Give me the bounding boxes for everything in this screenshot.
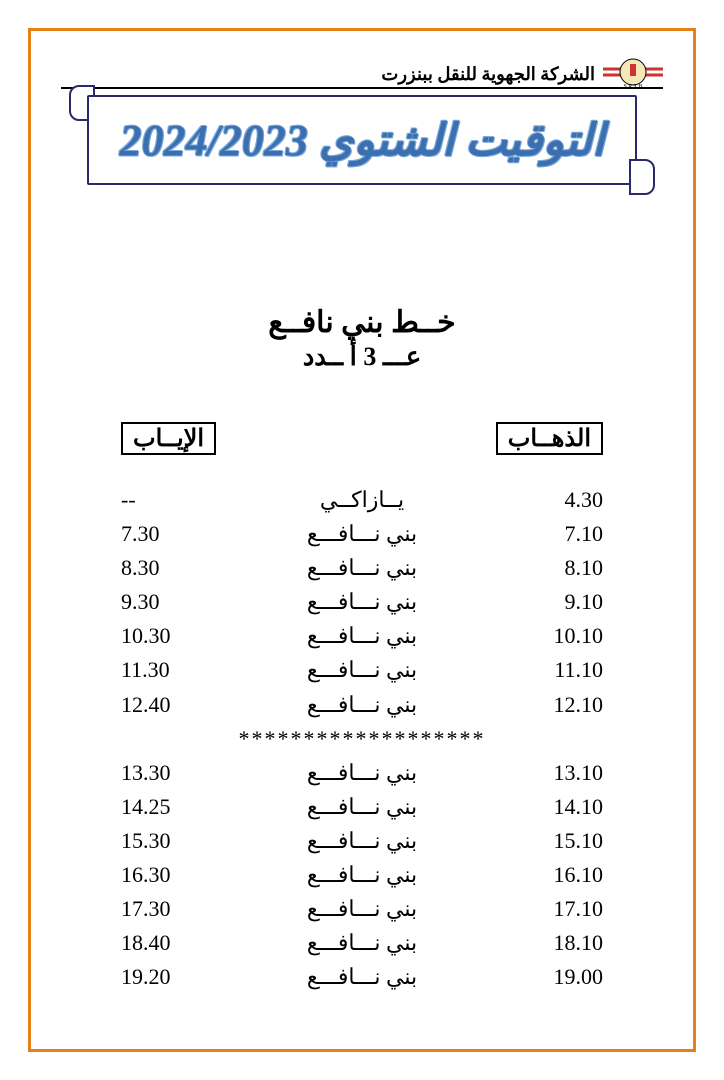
route-title: خــط بني نافــع <box>61 305 663 340</box>
return-time: 14.25 <box>121 790 231 824</box>
return-time: -- <box>121 483 231 517</box>
rows-top: 4.30يــازاكــي--7.10بني نـــافـــع7.308.… <box>121 483 603 722</box>
return-time: 11.30 <box>121 653 231 687</box>
schedule-table: الذهــاب الإيــاب 4.30يــازاكــي--7.10بن… <box>121 422 603 994</box>
separator: ******************* <box>121 722 603 756</box>
banner-body: التوقيت الشتوي 2024/2023 <box>87 95 637 185</box>
table-row: 7.10بني نـــافـــع7.30 <box>121 517 603 551</box>
depart-time: 9.10 <box>493 585 603 619</box>
depart-time: 4.30 <box>493 483 603 517</box>
table-row: 16.10بني نـــافـــع16.30 <box>121 858 603 892</box>
depart-time: 13.10 <box>493 756 603 790</box>
page: الشركة الجهوية للنقل ببنزرت S.R.T.B التو… <box>28 28 696 1052</box>
table-row: 15.10بني نـــافـــع15.30 <box>121 824 603 858</box>
depart-time: 7.10 <box>493 517 603 551</box>
return-time: 13.30 <box>121 756 231 790</box>
depart-time: 16.10 <box>493 858 603 892</box>
table-row: 17.10بني نـــافـــع17.30 <box>121 892 603 926</box>
return-time: 15.30 <box>121 824 231 858</box>
banner-title: التوقيت الشتوي 2024/2023 <box>120 115 605 166</box>
return-time: 18.40 <box>121 926 231 960</box>
destination: بني نـــافـــع <box>231 585 493 619</box>
scroll-curl-right-icon <box>629 159 655 195</box>
destination: بني نـــافـــع <box>231 551 493 585</box>
depart-time: 17.10 <box>493 892 603 926</box>
destination: بني نـــافـــع <box>231 858 493 892</box>
table-row: 14.10بني نـــافـــع14.25 <box>121 790 603 824</box>
header-depart: الذهــاب <box>496 422 603 455</box>
depart-time: 12.10 <box>493 688 603 722</box>
company-logo: S.R.T.B <box>603 55 663 91</box>
destination: بني نـــافـــع <box>231 756 493 790</box>
depart-time: 14.10 <box>493 790 603 824</box>
depart-time: 19.00 <box>493 960 603 994</box>
title-banner: التوقيت الشتوي 2024/2023 <box>69 95 655 185</box>
table-row: 10.10بني نـــافـــع10.30 <box>121 619 603 653</box>
table-row: 18.10بني نـــافـــع18.40 <box>121 926 603 960</box>
table-row: 13.10بني نـــافـــع13.30 <box>121 756 603 790</box>
return-time: 17.30 <box>121 892 231 926</box>
destination: بني نـــافـــع <box>231 517 493 551</box>
header-return: الإيــاب <box>121 422 216 455</box>
rows-bottom: 13.10بني نـــافـــع13.3014.10بني نـــافـ… <box>121 756 603 995</box>
return-time: 19.20 <box>121 960 231 994</box>
destination: بني نـــافـــع <box>231 892 493 926</box>
route-subtitle: عـــ 3 أ ــدد <box>61 342 663 372</box>
destination: بني نـــافـــع <box>231 824 493 858</box>
destination: يــازاكــي <box>231 483 493 517</box>
return-time: 8.30 <box>121 551 231 585</box>
table-row: 12.10بني نـــافـــع12.40 <box>121 688 603 722</box>
destination: بني نـــافـــع <box>231 619 493 653</box>
destination: بني نـــافـــع <box>231 960 493 994</box>
table-row: 4.30يــازاكــي-- <box>121 483 603 517</box>
return-time: 16.30 <box>121 858 231 892</box>
company-name: الشركة الجهوية للنقل ببنزرت <box>381 64 595 85</box>
destination: بني نـــافـــع <box>231 926 493 960</box>
schedule-headers: الذهــاب الإيــاب <box>121 422 603 455</box>
return-time: 10.30 <box>121 619 231 653</box>
return-time: 12.40 <box>121 688 231 722</box>
table-row: 19.00بني نـــافـــع19.20 <box>121 960 603 994</box>
depart-time: 10.10 <box>493 619 603 653</box>
table-row: 11.10بني نـــافـــع11.30 <box>121 653 603 687</box>
page-header: الشركة الجهوية للنقل ببنزرت S.R.T.B <box>61 49 663 89</box>
destination: بني نـــافـــع <box>231 653 493 687</box>
depart-time: 15.10 <box>493 824 603 858</box>
depart-time: 8.10 <box>493 551 603 585</box>
route-heading: خــط بني نافــع عـــ 3 أ ــدد <box>61 305 663 372</box>
table-row: 9.10بني نـــافـــع9.30 <box>121 585 603 619</box>
logo-text: S.R.T.B <box>623 84 642 90</box>
table-row: 8.10بني نـــافـــع8.30 <box>121 551 603 585</box>
return-time: 7.30 <box>121 517 231 551</box>
depart-time: 18.10 <box>493 926 603 960</box>
depart-time: 11.10 <box>493 653 603 687</box>
destination: بني نـــافـــع <box>231 688 493 722</box>
destination: بني نـــافـــع <box>231 790 493 824</box>
return-time: 9.30 <box>121 585 231 619</box>
logo-icon: S.R.T.B <box>603 55 663 91</box>
